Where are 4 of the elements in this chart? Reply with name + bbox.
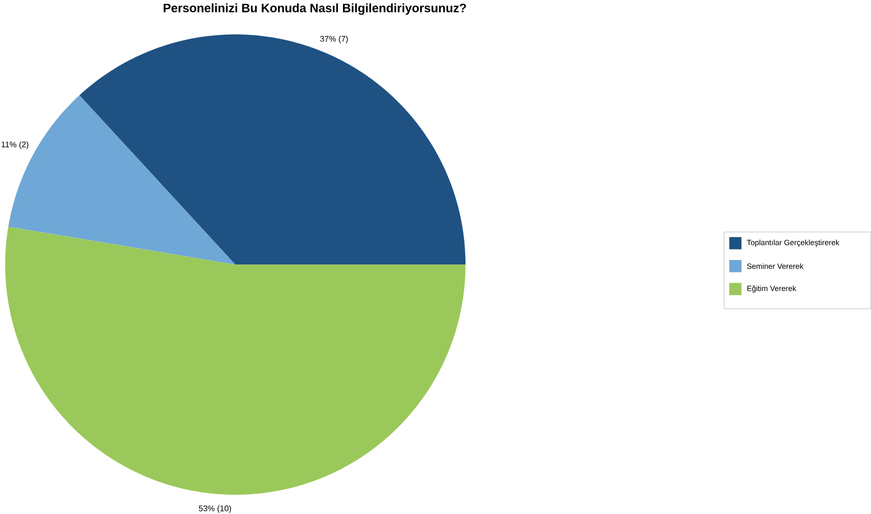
chart-title: Personelinizi Bu Konuda Nasıl Bilgilendiriyorsunuz? bbox=[164, 3, 466, 15]
data-label: 53% (10) bbox=[198, 505, 231, 513]
data-label: 37% (7) bbox=[320, 36, 348, 44]
data-label: 11% (2) bbox=[2, 141, 28, 150]
